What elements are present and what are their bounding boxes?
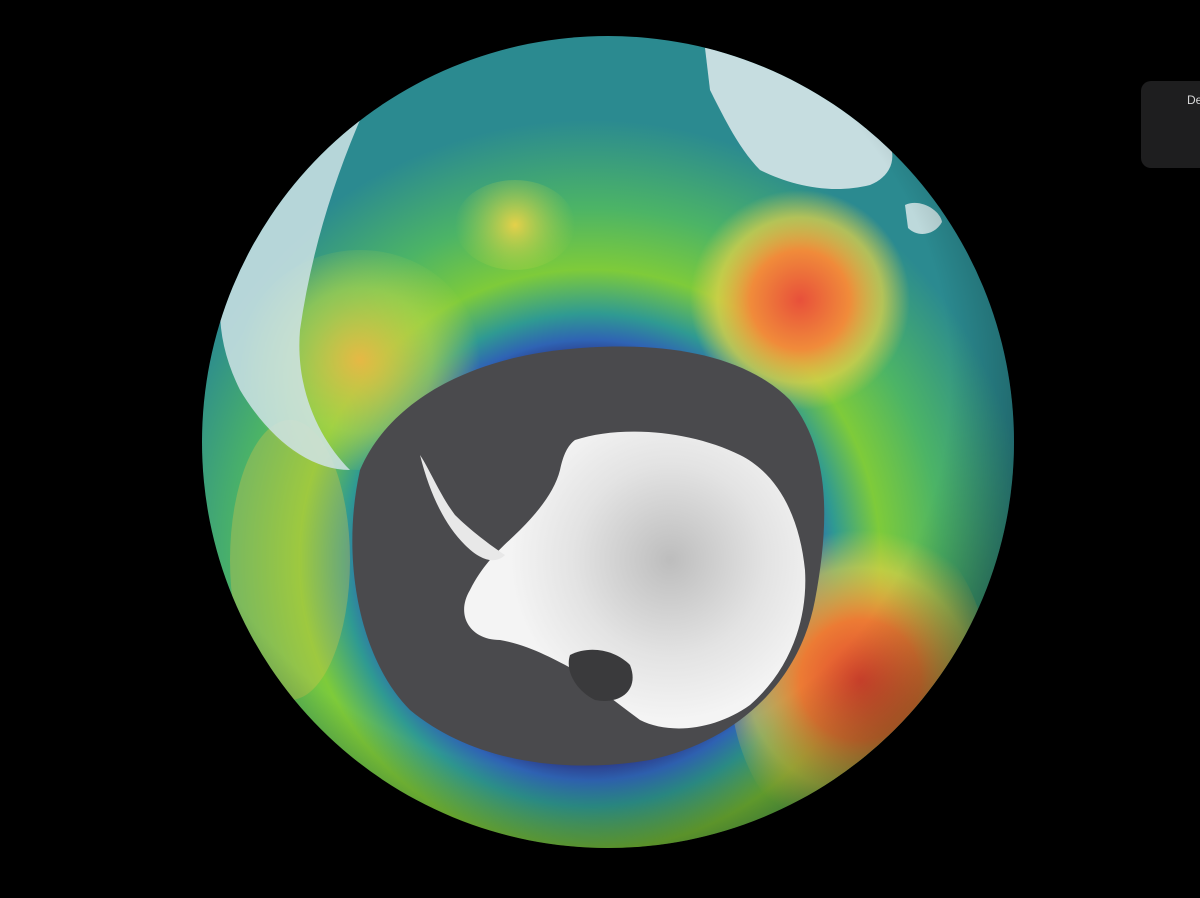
info-panel-label: De [1187, 93, 1200, 107]
info-panel[interactable]: De [1141, 81, 1200, 168]
